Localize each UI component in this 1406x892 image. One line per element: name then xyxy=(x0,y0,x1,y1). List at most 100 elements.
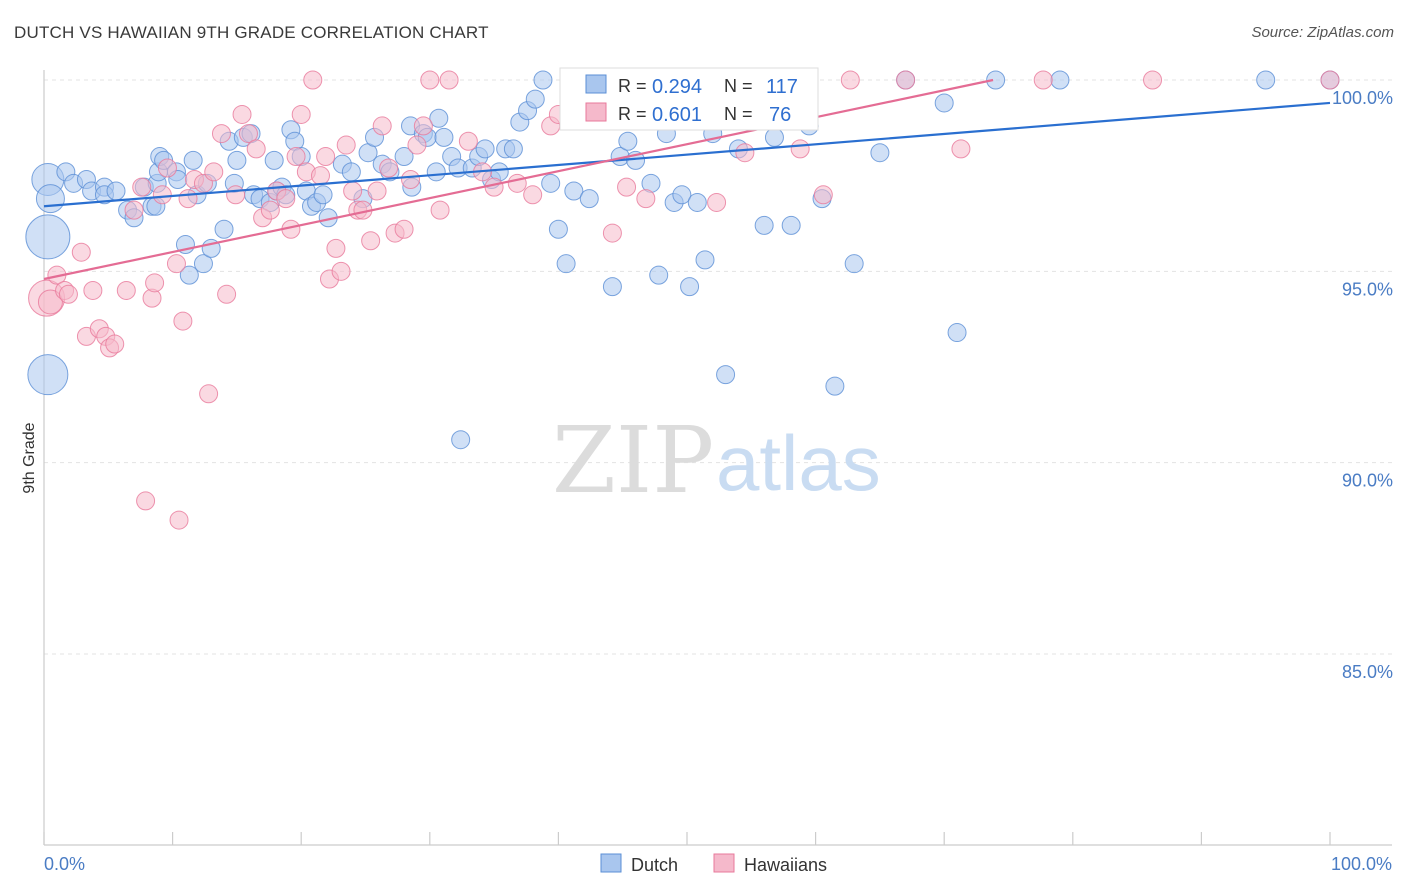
dutch-point xyxy=(341,162,361,182)
hawaiians-point xyxy=(430,200,450,220)
watermark-zip: ZIP xyxy=(552,407,714,514)
dutch-point xyxy=(947,323,967,343)
dutch-point xyxy=(434,127,454,147)
dutch-point xyxy=(503,139,523,159)
dutch-point xyxy=(934,93,954,113)
hawaiians-point xyxy=(458,131,478,151)
dutch-point xyxy=(1256,70,1276,90)
dutch-point xyxy=(429,108,449,128)
dutch-point xyxy=(264,150,284,170)
hawaiians-point xyxy=(617,177,637,197)
hawaiians-trend-line xyxy=(43,78,994,281)
dutch-point xyxy=(227,150,247,170)
series-legend: Dutch Hawaiians xyxy=(600,853,827,875)
hawaiians-point xyxy=(303,70,323,90)
hawaiians-point xyxy=(124,200,144,220)
hawaiians-point xyxy=(420,70,440,90)
stats-swatch-dutch xyxy=(585,74,607,94)
dutch-point xyxy=(313,185,333,205)
dutch-point xyxy=(214,219,234,239)
hawaiians-point xyxy=(813,185,833,205)
hawaiians-point xyxy=(602,223,622,243)
hawaiians-point xyxy=(246,139,266,159)
hawaiians-point xyxy=(310,166,330,186)
hawaiians-point xyxy=(232,104,252,124)
dutch-point xyxy=(27,354,69,396)
stats-r-value-dutch: 0.294 xyxy=(652,76,702,98)
hawaiians-point xyxy=(211,124,231,144)
stats-n-value-dutch: 117 xyxy=(766,76,798,98)
hawaiians-point xyxy=(951,139,971,159)
dutch-point xyxy=(687,192,707,212)
hawaiians-point xyxy=(286,147,306,167)
dutch-point xyxy=(179,265,199,285)
dutch-point xyxy=(106,181,126,201)
hawaiians-point xyxy=(291,104,311,124)
hawaiians-point xyxy=(132,177,152,197)
hawaiians-point xyxy=(226,185,246,205)
hawaiians-point xyxy=(840,70,860,90)
dutch-point xyxy=(193,254,213,274)
hawaiians-point xyxy=(145,273,165,293)
hawaiians-point xyxy=(1033,70,1053,90)
hawaiians-point xyxy=(157,158,177,178)
x-tick-label-min: 0.0% xyxy=(44,854,85,874)
hawaiians-point xyxy=(379,158,399,178)
hawaiians-point xyxy=(199,384,219,404)
stats-legend: R = 0.294 N = 117 R = 0.601 N = 76 xyxy=(559,67,819,131)
hawaiians-point xyxy=(58,284,78,304)
x-tick-marks xyxy=(43,832,1331,845)
hawaiians-point xyxy=(507,173,527,193)
hawaiians-point xyxy=(707,192,727,212)
hawaiians-point xyxy=(204,162,224,182)
y-tick-label: 100.0% xyxy=(1332,88,1393,108)
hawaiians-point xyxy=(343,181,363,201)
hawaiians-point xyxy=(636,189,656,209)
y-tick-labels: 100.0% 95.0% 90.0% 85.0% xyxy=(1332,88,1393,682)
dutch-point xyxy=(1050,70,1070,90)
legend-label-hawaiians: Hawaiians xyxy=(744,855,827,875)
stats-n-value-hawaiians: 76 xyxy=(769,104,791,126)
dutch-point xyxy=(781,215,801,235)
dutch-point xyxy=(695,250,715,270)
hawaiians-point xyxy=(1143,70,1163,90)
chart-source: Source: ZipAtlas.com xyxy=(1251,24,1394,41)
watermark: ZIP atlas xyxy=(552,407,881,514)
hawaiians-point xyxy=(136,491,156,511)
hawaiians-point xyxy=(896,70,916,90)
dutch-point xyxy=(754,215,774,235)
y-tick-label: 90.0% xyxy=(1342,471,1393,491)
legend-swatch-dutch xyxy=(600,853,622,873)
dutch-point xyxy=(844,254,864,274)
dutch-point xyxy=(564,181,584,201)
legend-swatch-hawaiians xyxy=(713,853,735,873)
dutch-point xyxy=(451,430,471,450)
hawaiians-point xyxy=(361,231,381,251)
hawaiians-point xyxy=(37,289,63,315)
dutch-point xyxy=(541,173,561,193)
stats-n-label-hawaiians: N = xyxy=(724,104,753,124)
hawaiians-point xyxy=(116,280,136,300)
hawaiians-point xyxy=(484,177,504,197)
stats-swatch-hawaiians xyxy=(585,102,607,122)
hawaiians-point xyxy=(169,510,189,530)
y-axis-label: 9th Grade xyxy=(21,422,38,493)
stats-r-label-hawaiians: R = xyxy=(618,104,647,124)
dutch-point xyxy=(556,254,576,274)
hawaiians-point xyxy=(316,147,336,167)
dutch-point xyxy=(475,139,495,159)
dutch-point xyxy=(672,185,692,205)
hawaiians-point xyxy=(152,185,172,205)
chart-title: DUTCH VS HAWAIIAN 9TH GRADE CORRELATION … xyxy=(14,23,489,42)
dutch-point xyxy=(716,365,736,385)
x-tick-label-max: 100.0% xyxy=(1331,854,1392,874)
hawaiians-point xyxy=(439,70,459,90)
trend-lines xyxy=(43,78,1331,281)
hawaiians-point xyxy=(331,261,351,281)
hawaiians-point xyxy=(372,116,392,136)
hawaiians-point xyxy=(413,116,433,136)
dutch-point xyxy=(825,376,845,396)
hawaiians-point xyxy=(735,143,755,163)
watermark-atlas: atlas xyxy=(716,419,881,507)
